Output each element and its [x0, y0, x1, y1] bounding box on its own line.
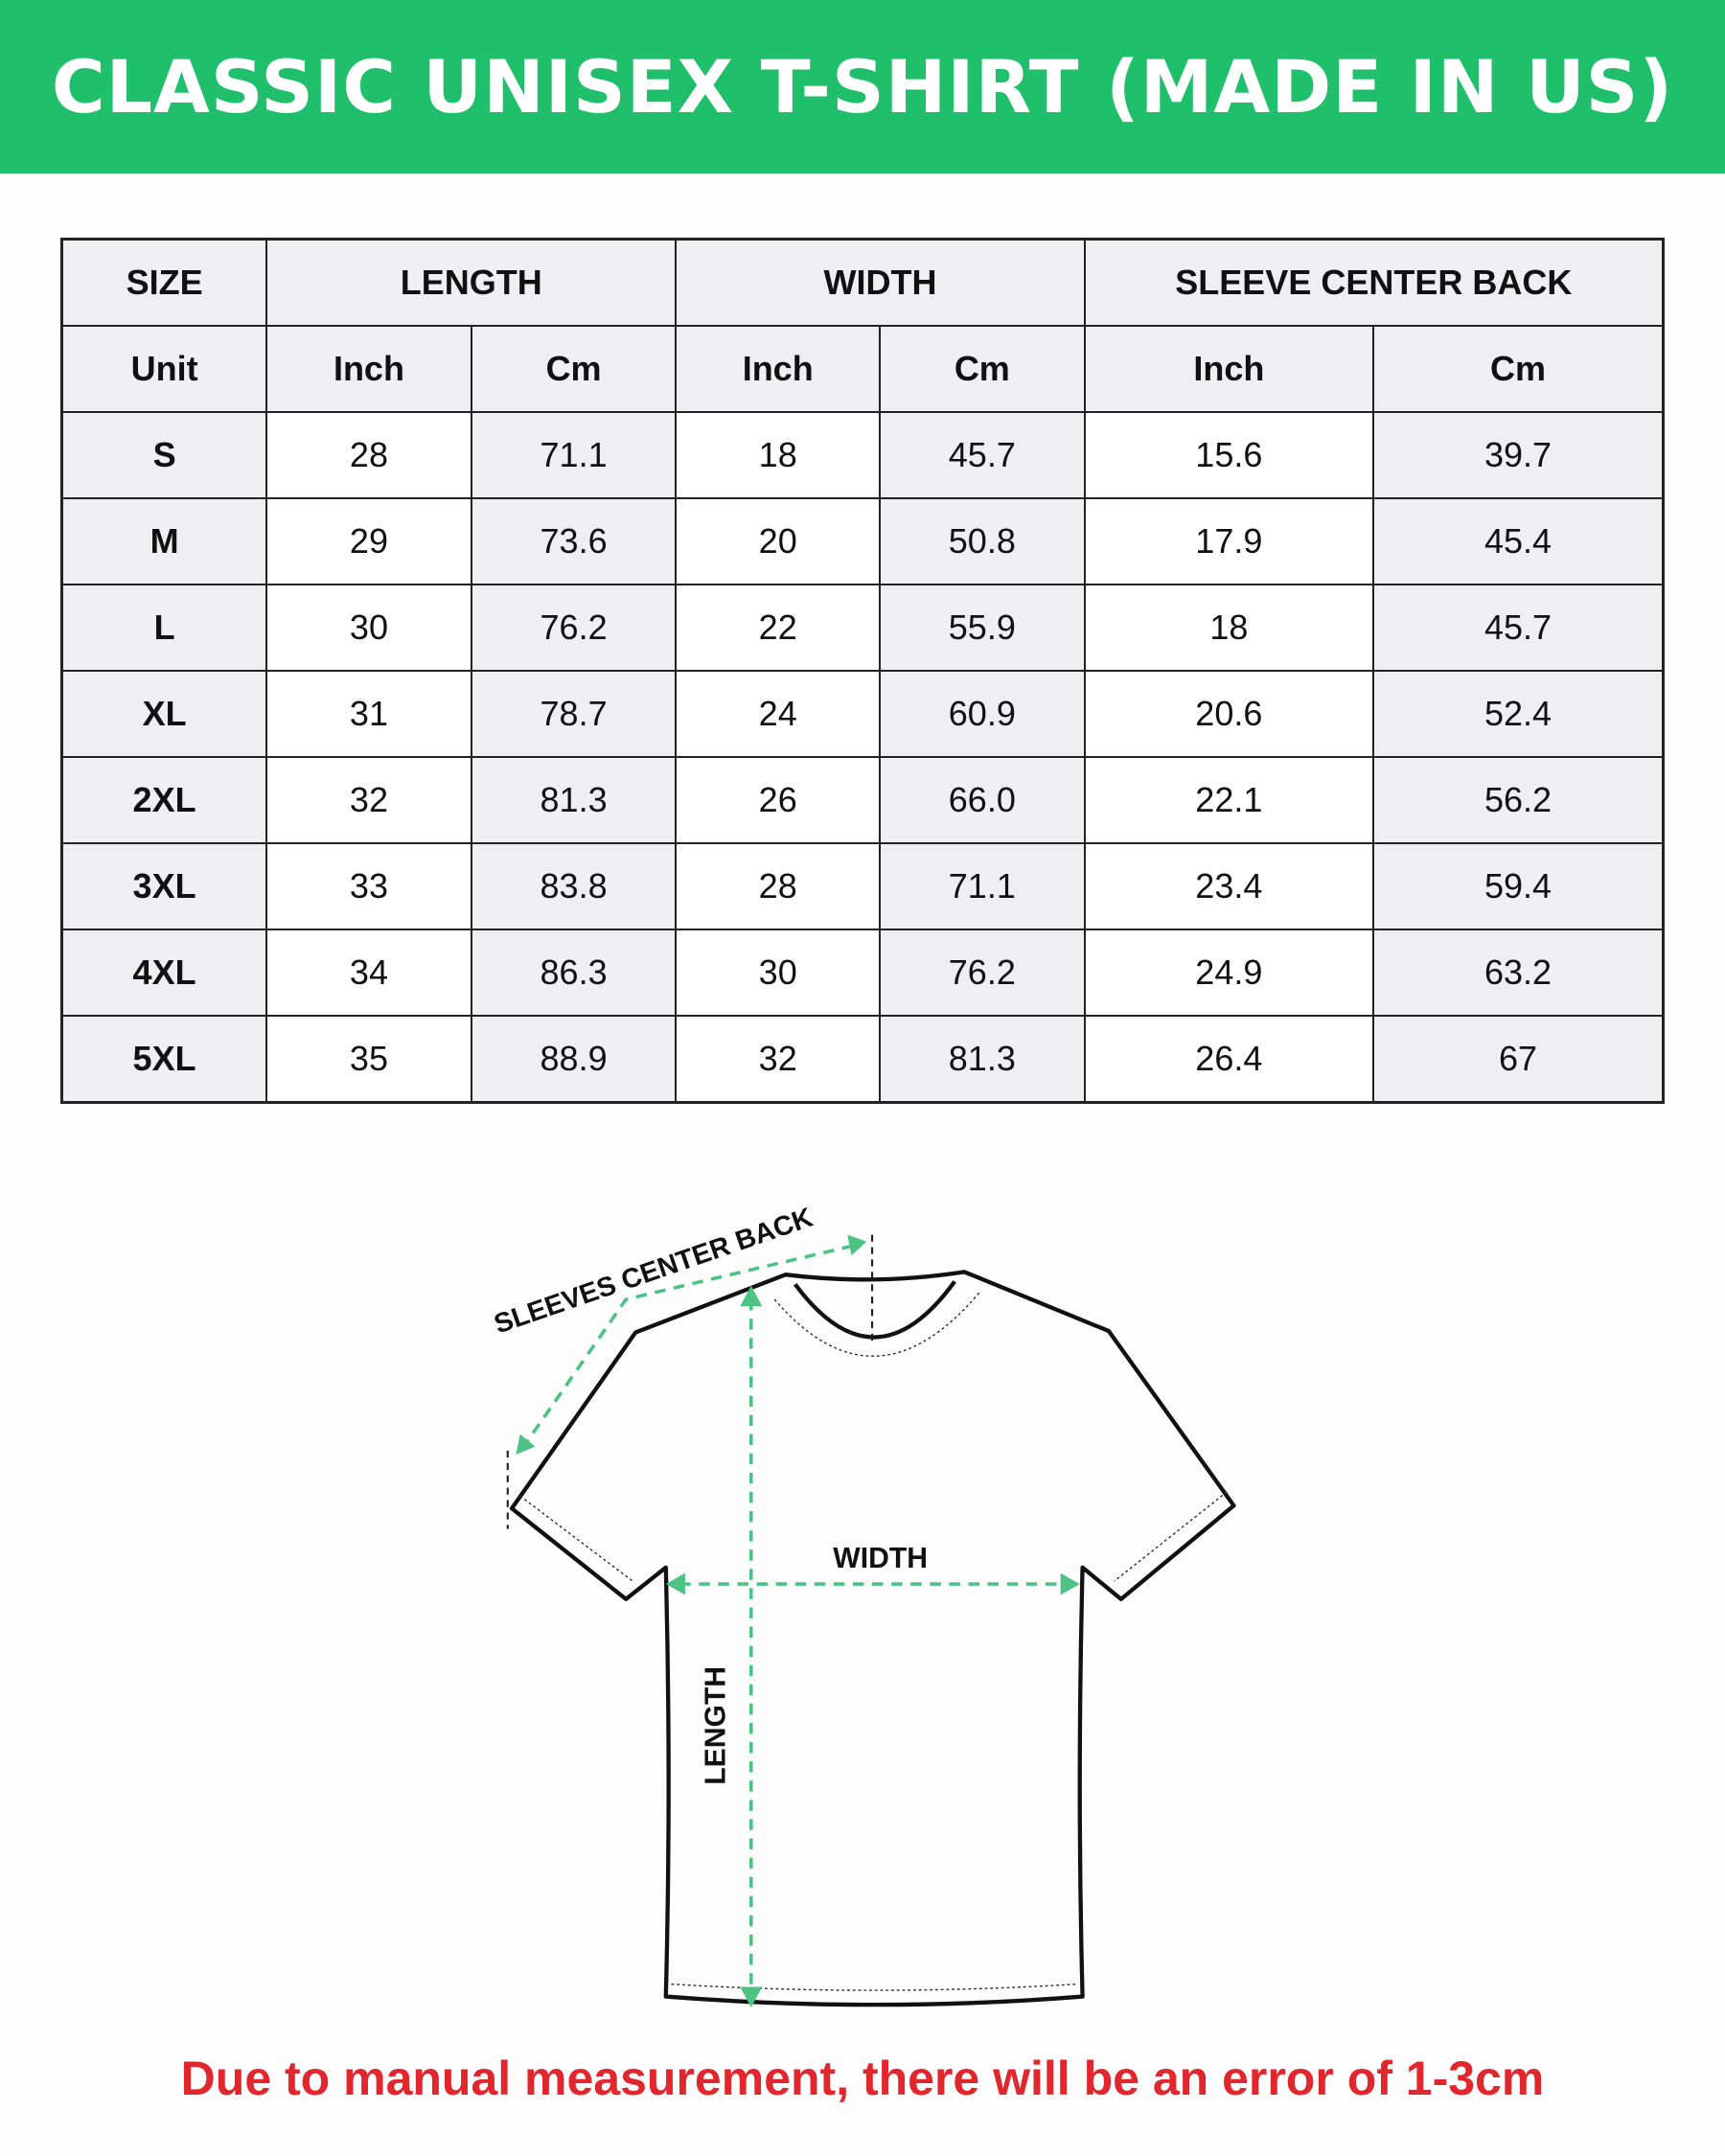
value-cell: 20.6 — [1083, 670, 1375, 758]
value-cell: 32 — [265, 756, 472, 844]
value-cell: 59.4 — [1372, 842, 1665, 930]
table-row: L 30 76.2 22 55.9 18 45.7 — [60, 584, 1665, 672]
value-cell: 17.9 — [1083, 497, 1375, 585]
value-cell: 60.9 — [879, 670, 1086, 758]
value-cell: 26 — [675, 756, 882, 844]
header-row: SIZE LENGTH WIDTH SLEEVE CENTER BACK — [60, 238, 1665, 327]
size-cell: 2XL — [60, 756, 268, 844]
table-row: 5XL 35 88.9 32 81.3 26.4 67 — [60, 1015, 1665, 1104]
title-banner: CLASSIC UNISEX T-SHIRT (MADE IN US) — [0, 0, 1725, 173]
value-cell: 52.4 — [1372, 670, 1665, 758]
unit-cell: Cm — [470, 325, 678, 413]
size-cell: L — [60, 584, 268, 672]
measurement-note: Due to manual measurement, there will be… — [180, 2052, 1545, 2105]
value-cell: 66.0 — [879, 756, 1086, 844]
value-cell: 22.1 — [1083, 756, 1375, 844]
size-cell: S — [60, 411, 268, 499]
value-cell: 63.2 — [1372, 929, 1665, 1017]
value-cell: 18 — [1083, 584, 1375, 672]
size-cell: 3XL — [60, 842, 268, 930]
size-cell: 4XL — [60, 929, 268, 1017]
table-row: 4XL 34 86.3 30 76.2 24.9 63.2 — [60, 929, 1665, 1017]
value-cell: 50.8 — [879, 497, 1086, 585]
value-cell: 35 — [265, 1015, 472, 1104]
value-cell: 76.2 — [470, 584, 678, 672]
value-cell: 55.9 — [879, 584, 1086, 672]
value-cell: 22 — [675, 584, 882, 672]
value-cell: 45.7 — [879, 411, 1086, 499]
value-cell: 32 — [675, 1015, 882, 1104]
value-cell: 30 — [675, 929, 882, 1017]
unit-cell: Inch — [675, 325, 882, 413]
unit-cell: Cm — [1372, 325, 1665, 413]
header-size: SIZE — [60, 238, 268, 327]
value-cell: 45.4 — [1372, 497, 1665, 585]
value-cell: 88.9 — [470, 1015, 678, 1104]
unit-cell: Unit — [60, 325, 268, 413]
value-cell: 28 — [265, 411, 472, 499]
arrow-heads — [516, 1234, 1080, 2008]
table-row: S 28 71.1 18 45.7 15.6 39.7 — [60, 411, 1665, 499]
table-row: M 29 73.6 20 50.8 17.9 45.4 — [60, 497, 1665, 585]
value-cell: 23.4 — [1083, 842, 1375, 930]
value-cell: 56.2 — [1372, 756, 1665, 844]
value-cell: 15.6 — [1083, 411, 1375, 499]
unit-cell: Cm — [879, 325, 1086, 413]
value-cell: 78.7 — [470, 670, 678, 758]
length-label: LENGTH — [701, 1666, 732, 1785]
table-row: 2XL 32 81.3 26 66.0 22.1 56.2 — [60, 756, 1665, 844]
value-cell: 81.3 — [879, 1015, 1086, 1104]
value-cell: 34 — [265, 929, 472, 1017]
value-cell: 83.8 — [470, 842, 678, 930]
value-cell: 31 — [265, 670, 472, 758]
value-cell: 45.7 — [1372, 584, 1665, 672]
tshirt-outline — [509, 1270, 1236, 2007]
header-sleeve: SLEEVE CENTER BACK — [1083, 238, 1665, 327]
value-cell: 28 — [675, 842, 882, 930]
value-cell: 33 — [265, 842, 472, 930]
value-cell: 71.1 — [470, 411, 678, 499]
header-length: LENGTH — [265, 238, 678, 327]
value-cell: 81.3 — [470, 756, 678, 844]
size-cell: XL — [60, 670, 268, 758]
header-width: WIDTH — [675, 238, 1086, 327]
value-cell: 86.3 — [470, 929, 678, 1017]
size-chart-table: SIZE LENGTH WIDTH SLEEVE CENTER BACK Uni… — [60, 238, 1665, 1104]
sleeve-line — [523, 1244, 854, 1445]
value-cell: 73.6 — [470, 497, 678, 585]
value-cell: 24 — [675, 670, 882, 758]
size-cell: 5XL — [60, 1015, 268, 1104]
value-cell: 39.7 — [1372, 411, 1665, 499]
value-cell: 71.1 — [879, 842, 1086, 930]
value-cell: 30 — [265, 584, 472, 672]
size-cell: M — [60, 497, 268, 585]
value-cell: 76.2 — [879, 929, 1086, 1017]
measure-lines — [523, 1244, 1067, 1994]
value-cell: 18 — [675, 411, 882, 499]
value-cell: 26.4 — [1083, 1015, 1375, 1104]
value-cell: 24.9 — [1083, 929, 1375, 1017]
unit-cell: Inch — [265, 325, 472, 413]
sleeve-label: SLEEVES CENTER BACK — [491, 1203, 817, 1341]
value-cell: 20 — [675, 497, 882, 585]
value-cell: 67 — [1372, 1015, 1665, 1104]
unit-cell: Inch — [1083, 325, 1375, 413]
page-title: CLASSIC UNISEX T-SHIRT (MADE IN US) — [51, 44, 1674, 129]
table-row: XL 31 78.7 24 60.9 20.6 52.4 — [60, 670, 1665, 758]
unit-row: Unit Inch Cm Inch Cm Inch Cm — [60, 325, 1665, 413]
width-label: WIDTH — [833, 1543, 928, 1574]
table-row: 3XL 33 83.8 28 71.1 23.4 59.4 — [60, 842, 1665, 930]
value-cell: 29 — [265, 497, 472, 585]
